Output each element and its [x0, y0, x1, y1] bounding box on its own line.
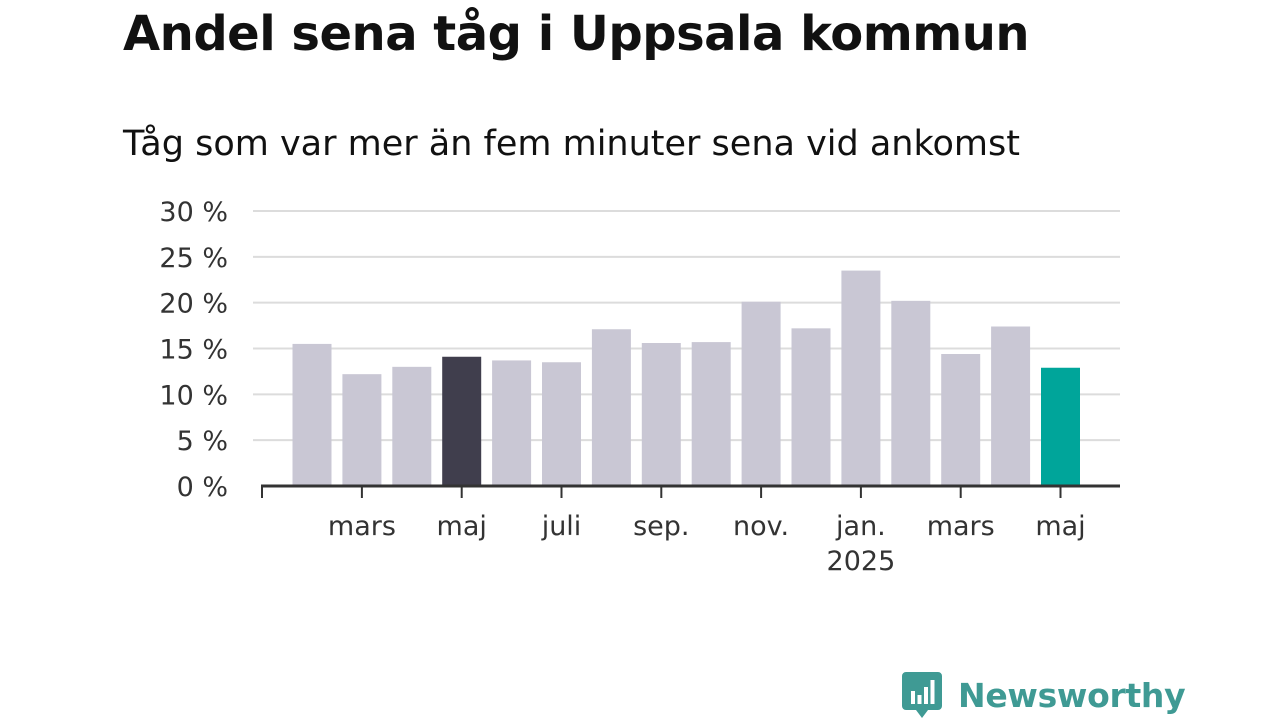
x-tick-label: jan.	[835, 511, 886, 542]
y-tick-label: 10 %	[159, 380, 228, 411]
chart-title: Andel sena tåg i Uppsala kommun	[123, 6, 1030, 62]
bar-2025-01	[841, 270, 881, 486]
brand-name: Newsworthy	[958, 675, 1186, 715]
x-tick-label: juli	[541, 511, 582, 542]
y-tick-label: 15 %	[159, 335, 228, 366]
bar-2025-05	[1041, 367, 1080, 486]
y-tick-label: 5 %	[177, 426, 228, 457]
bar-2024-02	[292, 343, 332, 486]
bar-2024-07	[542, 362, 581, 486]
bar-2024-04	[392, 366, 432, 486]
bar-2024-08	[591, 329, 631, 486]
y-tick-label: 25 %	[159, 243, 228, 274]
bars	[292, 270, 1080, 486]
x-tick-label: maj	[437, 511, 487, 542]
x-tick-label: sep.	[633, 511, 689, 542]
bar-2025-02	[891, 300, 931, 486]
x-tick-label: nov.	[733, 511, 789, 542]
y-tick-label: 0 %	[177, 472, 228, 503]
brand: Newsworthy	[902, 670, 1186, 720]
y-tick-label: 30 %	[159, 197, 228, 228]
x-tick-year-label: 2025	[827, 546, 896, 577]
bar-2024-12	[791, 328, 831, 486]
x-tick-label: mars	[927, 511, 995, 542]
bar-2024-05	[442, 356, 482, 486]
bar-2025-03	[941, 354, 981, 486]
bar-2024-09	[641, 343, 681, 486]
bar-2025-04	[991, 326, 1031, 486]
bar-2024-03	[342, 374, 382, 486]
x-tick-label: maj	[1035, 511, 1085, 542]
bar-2024-10	[691, 342, 731, 486]
chart-subtitle: Tåg som var mer än fem minuter sena vid …	[123, 124, 1020, 164]
bar-2024-11	[741, 301, 781, 486]
y-tick-label: 20 %	[159, 289, 228, 320]
gridlines	[253, 210, 1120, 442]
x-axis: mars maj juli sep. nov. jan. 2025 mars maj	[261, 484, 1120, 577]
x-tick-label: mars	[328, 511, 396, 542]
bar-2024-06	[492, 360, 532, 486]
bar-chart: 0 % 5 % 10 % 15 % 20 % 25 % 30 % mars maj juli se…	[159, 197, 1120, 577]
newsworthy-chart-bubble-icon	[902, 672, 942, 718]
y-axis-labels: 0 % 5 % 10 % 15 % 20 % 25 % 30 %	[159, 197, 228, 503]
